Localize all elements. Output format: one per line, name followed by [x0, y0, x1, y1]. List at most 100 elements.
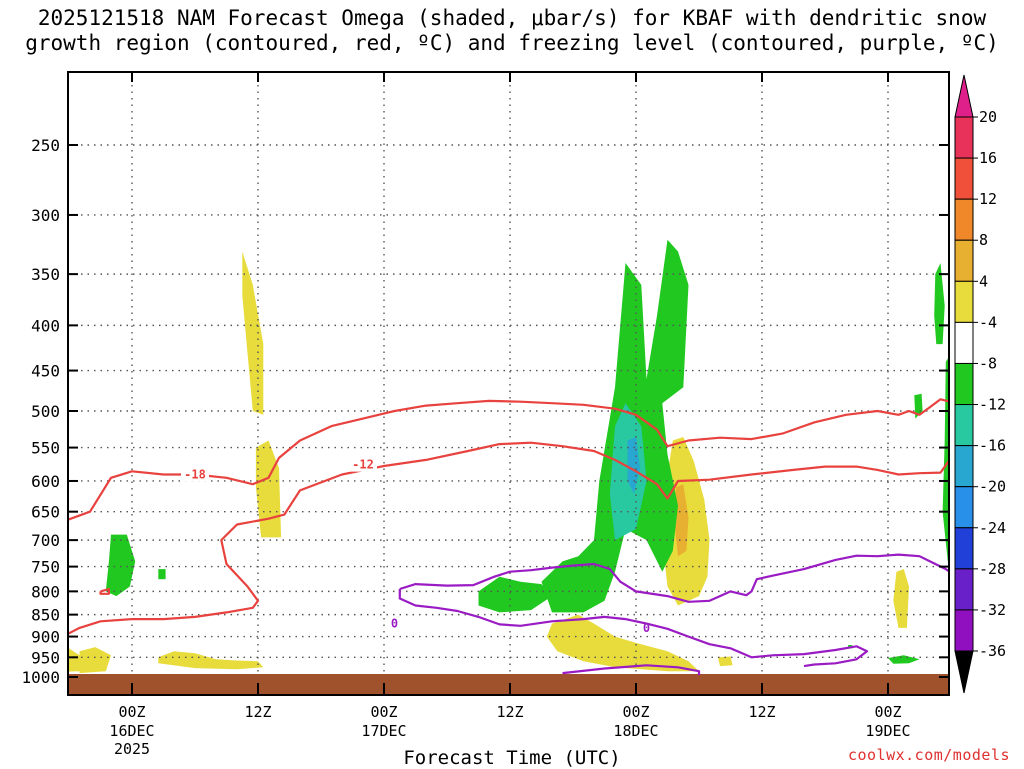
y-tick-label-850: 850 [31, 606, 60, 625]
omega-region-9 [673, 484, 689, 557]
omega-region-4 [255, 440, 282, 538]
x-tick-label-78: 00Z [874, 703, 901, 721]
omega-region-0 [68, 647, 80, 672]
x-tick-label-6: 00Z [118, 703, 145, 721]
colorbar: 20 16 12 8 4 -4 -8 -12 -16 -20 -24 -28 -32 -36 [954, 74, 1006, 694]
x-tick-label-30: 00Z [370, 703, 397, 721]
colorbar-label-6: -8 [979, 354, 997, 372]
y-axis: 250 300 350 400 450 500 550 600 650 700 750 800 850 9… [21, 136, 949, 687]
colorbar-segment-5 [954, 321, 974, 364]
red-contour-label-0: -18 [184, 468, 206, 482]
y-tick-label-400: 400 [31, 316, 60, 335]
colorbar-segment-1 [954, 157, 974, 200]
chart-title-line1: 2025121518 NAM Forecast Omega (shaded, μ… [37, 6, 987, 30]
colorbar-segment-0 [954, 116, 974, 159]
y-tick-label-650: 650 [31, 503, 60, 522]
x-tick-date-6: 16DEC [109, 722, 154, 740]
contour-layer: -18 -12 0 0 [27, 398, 949, 676]
y-tick-label-550: 550 [31, 439, 60, 458]
colorbar-label-12: -32 [979, 601, 1006, 619]
omega-region-8 [717, 656, 733, 667]
colorbar-label-3: 8 [979, 231, 988, 249]
colorbar-label-0: 20 [979, 108, 997, 126]
chart-title-line2: growth region (contoured, red, ºC) and f… [25, 31, 999, 55]
colorbar-bottom-arrow [954, 650, 974, 694]
y-tick-label-250: 250 [31, 136, 60, 155]
purple-contour-2 [398, 589, 869, 668]
y-tick-label-500: 500 [31, 402, 60, 421]
purple-contour-0 [27, 579, 28, 586]
omega-region-13 [541, 239, 689, 613]
purple-contour-label-1: 0 [643, 621, 650, 635]
colorbar-label-10: -24 [979, 519, 1006, 537]
omega-region-14 [934, 263, 945, 345]
omega-region-10 [105, 534, 136, 597]
colorbar-label-7: -12 [979, 396, 1006, 414]
red-contour-2 [99, 587, 111, 595]
colorbar-label-1: 16 [979, 149, 997, 167]
purple-contour-label-0: 0 [391, 617, 398, 631]
colorbar-segment-2 [954, 198, 974, 241]
x-tick-date-54: 18DEC [613, 722, 658, 740]
red-contour-label-1: -12 [352, 458, 374, 472]
colorbar-segment-8 [954, 445, 974, 488]
purple-contour-3 [562, 664, 701, 676]
red-contour-0 [68, 398, 949, 521]
plot-frame [67, 71, 950, 696]
colorbar-segment-3 [954, 239, 974, 282]
credit-text: coolwx.com/models [847, 746, 1010, 764]
colorbar-label-8: -16 [979, 437, 1006, 455]
colorbar-label-11: -28 [979, 560, 1006, 578]
colorbar-label-13: -36 [979, 642, 1006, 660]
y-tick-label-750: 750 [31, 558, 60, 577]
x-tick-label-66: 12Z [748, 703, 775, 721]
y-tick-label-800: 800 [31, 582, 60, 601]
colorbar-segment-4 [954, 280, 974, 323]
omega-region-2 [158, 651, 264, 670]
colorbar-top-arrow [954, 74, 974, 118]
purple-contour-1 [399, 553, 949, 603]
x-tick-label-54: 00Z [622, 703, 649, 721]
y-tick-label-1000: 1000 [21, 668, 60, 687]
colorbar-segment-6 [954, 362, 974, 406]
y-tick-label-600: 600 [31, 472, 60, 491]
y-tick-label-350: 350 [31, 265, 60, 284]
colorbar-label-5: -4 [979, 313, 997, 331]
colorbar-segment-11 [954, 568, 974, 611]
y-tick-label-300: 300 [31, 206, 60, 225]
colorbar-segment-10 [954, 527, 974, 570]
omega-region-1 [79, 647, 111, 674]
colorbar-segment-9 [954, 486, 974, 529]
ground-surface [68, 674, 949, 695]
purple-label-bg-0 [388, 615, 401, 631]
grid-lines [68, 72, 949, 674]
y-tick-label-900: 900 [31, 628, 60, 647]
colorbar-label-4: 4 [979, 272, 988, 290]
colorbar-label-2: 12 [979, 190, 997, 208]
chart-title: 2025121518 NAM Forecast Omega (shaded, μ… [0, 6, 1024, 56]
colorbar-segment-12 [954, 609, 974, 652]
omega-region-21 [627, 437, 641, 494]
x-tick-date-30: 17DEC [361, 722, 406, 740]
red-contour-1 [68, 441, 949, 636]
y-tick-label-950: 950 [31, 648, 60, 667]
omega-region-5 [546, 614, 699, 672]
colorbar-label-9: -20 [979, 478, 1006, 496]
red-label-bg-1 [349, 456, 377, 472]
x-tick-label-42: 12Z [496, 703, 523, 721]
x-tick-date-78: 19DEC [865, 722, 910, 740]
y-tick-label-450: 450 [31, 362, 60, 381]
omega-region-15 [914, 393, 923, 419]
omega-region-3 [242, 251, 264, 415]
omega-region-12 [478, 576, 552, 613]
omega-region-11 [158, 569, 166, 580]
y-tick-label-700: 700 [31, 531, 60, 550]
x-tick-label-18: 12Z [244, 703, 271, 721]
colorbar-segment-7 [954, 404, 974, 447]
omega-region-18 [888, 655, 920, 664]
omega-region-7 [893, 569, 909, 628]
x-axis-label: Forecast Time (UTC) [403, 747, 621, 769]
red-label-bg-0 [181, 466, 209, 482]
